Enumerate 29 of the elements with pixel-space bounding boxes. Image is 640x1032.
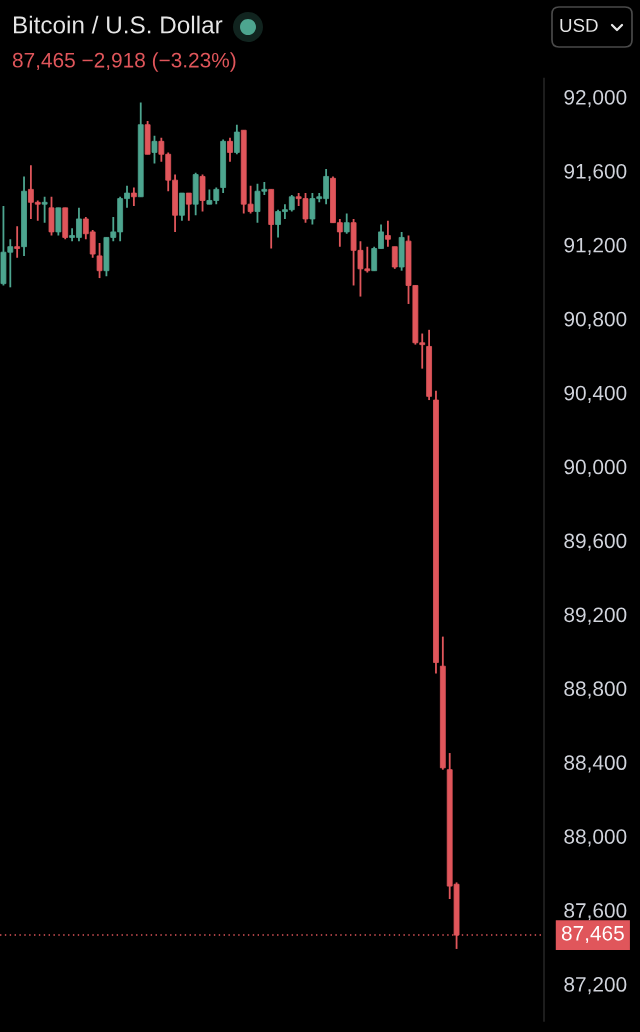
candlestick [385,219,391,248]
candlestick [185,192,192,222]
candlestick [41,195,48,224]
candlestick [233,123,240,156]
chart-title: Bitcoin / U.S. Dollar [13,15,223,34]
ref-line-label: 87,465 [561,925,624,944]
text: USD [560,18,598,33]
y-tick-label: 90,800 [564,311,627,329]
candlestick [130,186,137,207]
candlestick [227,136,233,163]
chart-subtitle: 87,465 −2,918 (−3.23%) [12,52,236,72]
candlestick [151,134,158,165]
candlestick [179,192,185,222]
candlestick [14,225,21,259]
y-tick-label: 89,600 [564,533,627,551]
y-tick-label: 91,200 [564,237,627,256]
candlestick [391,245,398,270]
y-tick-label: 92,000 [564,89,627,108]
candlestick [96,242,103,279]
y-tick-label: 88,000 [564,829,627,847]
y-tick-label: 91,600 [564,163,627,182]
y-tick-label: 90,400 [564,385,627,403]
y-tick-label: 88,800 [564,681,627,699]
y-tick-label: 87,600 [564,903,627,921]
y-tick-label: 90,000 [564,459,627,477]
y-tick-label: 89,200 [564,607,627,625]
y-tick-label: 87,200 [564,977,627,995]
y-tick-label: 88,400 [564,755,627,773]
candlestick [343,212,350,235]
